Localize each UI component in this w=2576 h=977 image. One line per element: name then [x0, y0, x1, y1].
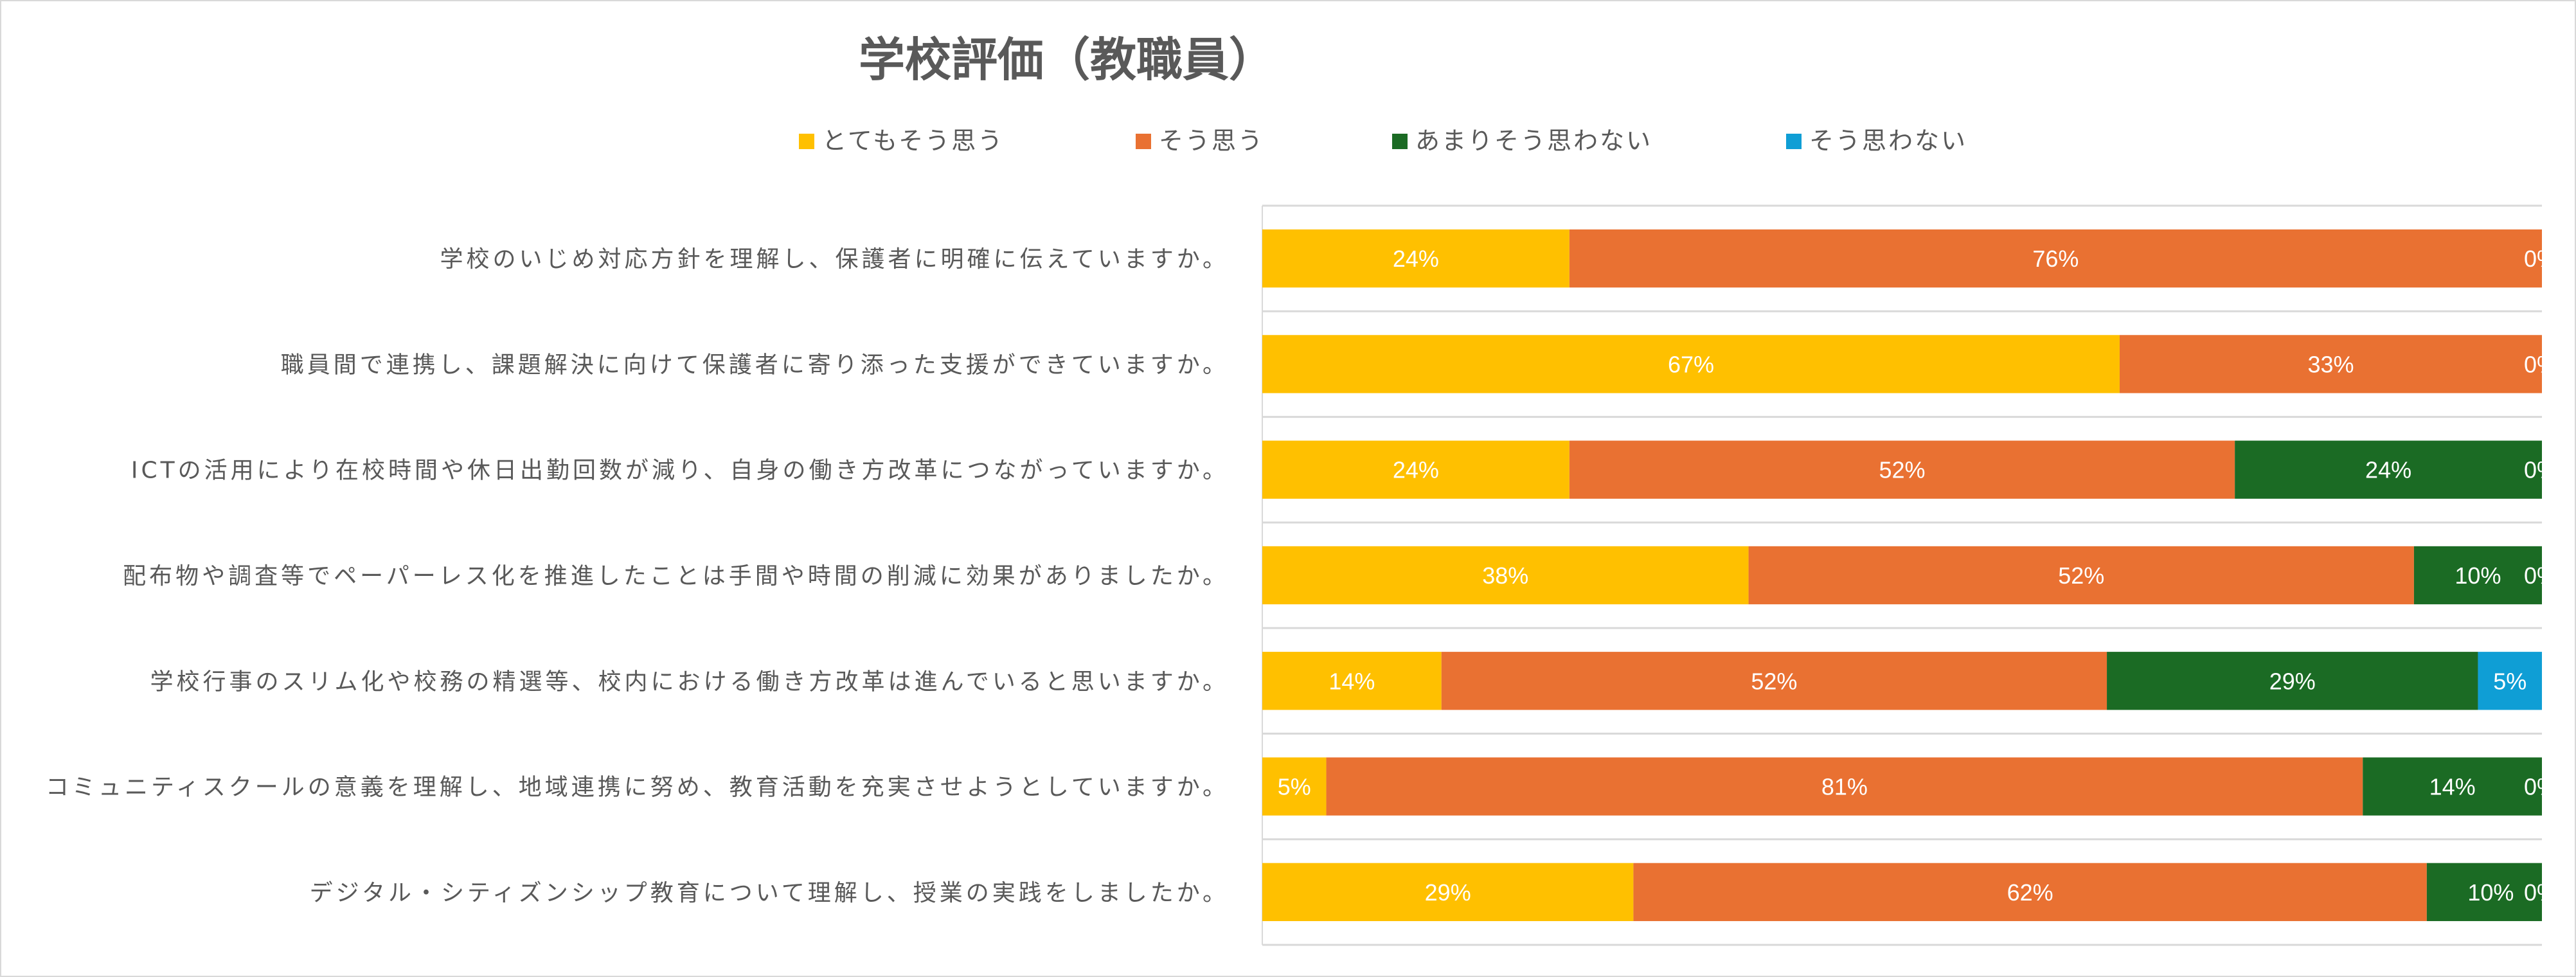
bar-segment: [1569, 440, 2235, 499]
data-label: 0%: [2524, 562, 2557, 589]
category-labels: 学校のいじめ対応方針を理解し、保護者に明確に伝えていますか。職員間で連携し、課題…: [46, 246, 1229, 906]
data-label: 29%: [1425, 879, 1471, 906]
data-label: 52%: [2058, 562, 2104, 589]
data-label: 76%: [2032, 246, 2079, 272]
data-label: 10%: [2467, 879, 2514, 906]
bar-segment: [1262, 229, 1570, 288]
bar-segment: [2478, 652, 2542, 710]
bar-segment: [1262, 546, 1749, 605]
bar-segment: [2119, 335, 2542, 393]
bars: 24% 76% 0% 67% 33% 0% 24% 52% 24% 0% 38% 52% 10% 0% 14…: [1262, 229, 2557, 922]
data-label: 52%: [1751, 668, 1797, 694]
bar-segment: [2107, 652, 2478, 710]
bar-segment: [1262, 757, 1327, 816]
bar-segment: [2413, 546, 2542, 605]
data-label: 10%: [2455, 562, 2501, 589]
bar-segment: [2426, 863, 2542, 922]
legend-marker: [1786, 134, 1802, 149]
legend-label: あまりそう思わない: [1415, 127, 1652, 155]
category-label: 配布物や調査等でペーパーレス化を推進したことは手間や時間の削減に効果がありました…: [123, 563, 1229, 589]
category-label: 学校行事のスリム化や校務の精選等、校内における働き方改革は進んでいると思いますか…: [150, 668, 1229, 695]
bar-segment: [1262, 440, 1570, 499]
bar-segment: [1262, 652, 1442, 710]
data-label: 5%: [1278, 774, 1311, 800]
data-label: 62%: [2007, 879, 2053, 906]
bar-segment: [1569, 229, 2542, 288]
data-label: 33%: [2307, 351, 2354, 377]
bar-segment: [1262, 863, 1634, 922]
legend-marker: [1136, 134, 1151, 149]
data-label: 0%: [2524, 351, 2557, 377]
category-label: ICTの活用により在校時間や休日出勤回数が減り、自身の働き方改革につながっていま…: [131, 458, 1229, 484]
data-label: 38%: [1482, 562, 1528, 589]
legend-marker: [799, 134, 814, 149]
data-label: 0%: [2524, 879, 2557, 906]
data-label: 29%: [2269, 668, 2316, 694]
plot-area: 24% 76% 0% 67% 33% 0% 24% 52% 24% 0% 38% 52% 10% 0% 14…: [1262, 204, 2557, 946]
category-label: デジタル・シティズンシップ教育について理解し、授業の実践をしましたか。: [310, 880, 1229, 906]
data-label: 14%: [1328, 668, 1375, 694]
data-label: 24%: [1393, 246, 1439, 272]
data-label: 0%: [2524, 457, 2557, 483]
bar-segment: [1633, 863, 2427, 922]
bar-segment: [1262, 335, 2120, 393]
data-label: 14%: [2429, 774, 2476, 800]
category-label: コミュニティスクールの意義を理解し、地域連携に努め、教育活動を充実させようとして…: [46, 775, 1229, 801]
bar-segment: [1748, 546, 2414, 605]
data-label: 0%: [2524, 246, 2557, 272]
data-label: 52%: [1879, 457, 1925, 483]
legend-marker: [1392, 134, 1408, 149]
category-label: 職員間で連携し、課題解決に向けて保護者に寄り添った支援ができていますか。: [281, 352, 1229, 378]
data-label: 24%: [1393, 457, 1439, 483]
bar-segment: [1326, 757, 2363, 816]
data-label: 81%: [1821, 774, 1868, 800]
bar-segment: [2235, 440, 2542, 499]
bar-segment: [2363, 757, 2542, 816]
bar-segment: [1441, 652, 2107, 710]
data-label: 67%: [1668, 351, 1714, 377]
legend: とてもそう思う そう思う あまりそう思わない そう思わない: [799, 127, 1967, 155]
chart-title: 学校評価（教職員）: [859, 33, 1275, 87]
category-label: 学校のいじめ対応方針を理解し、保護者に明確に伝えていますか。: [440, 246, 1229, 273]
legend-label: とてもそう思う: [822, 127, 1004, 155]
data-label: 0%: [2524, 774, 2557, 800]
legend-label: そう思わない: [1809, 127, 1967, 155]
legend-label: そう思う: [1159, 127, 1264, 155]
data-label: 24%: [2365, 457, 2411, 483]
data-label: 5%: [2493, 668, 2527, 694]
